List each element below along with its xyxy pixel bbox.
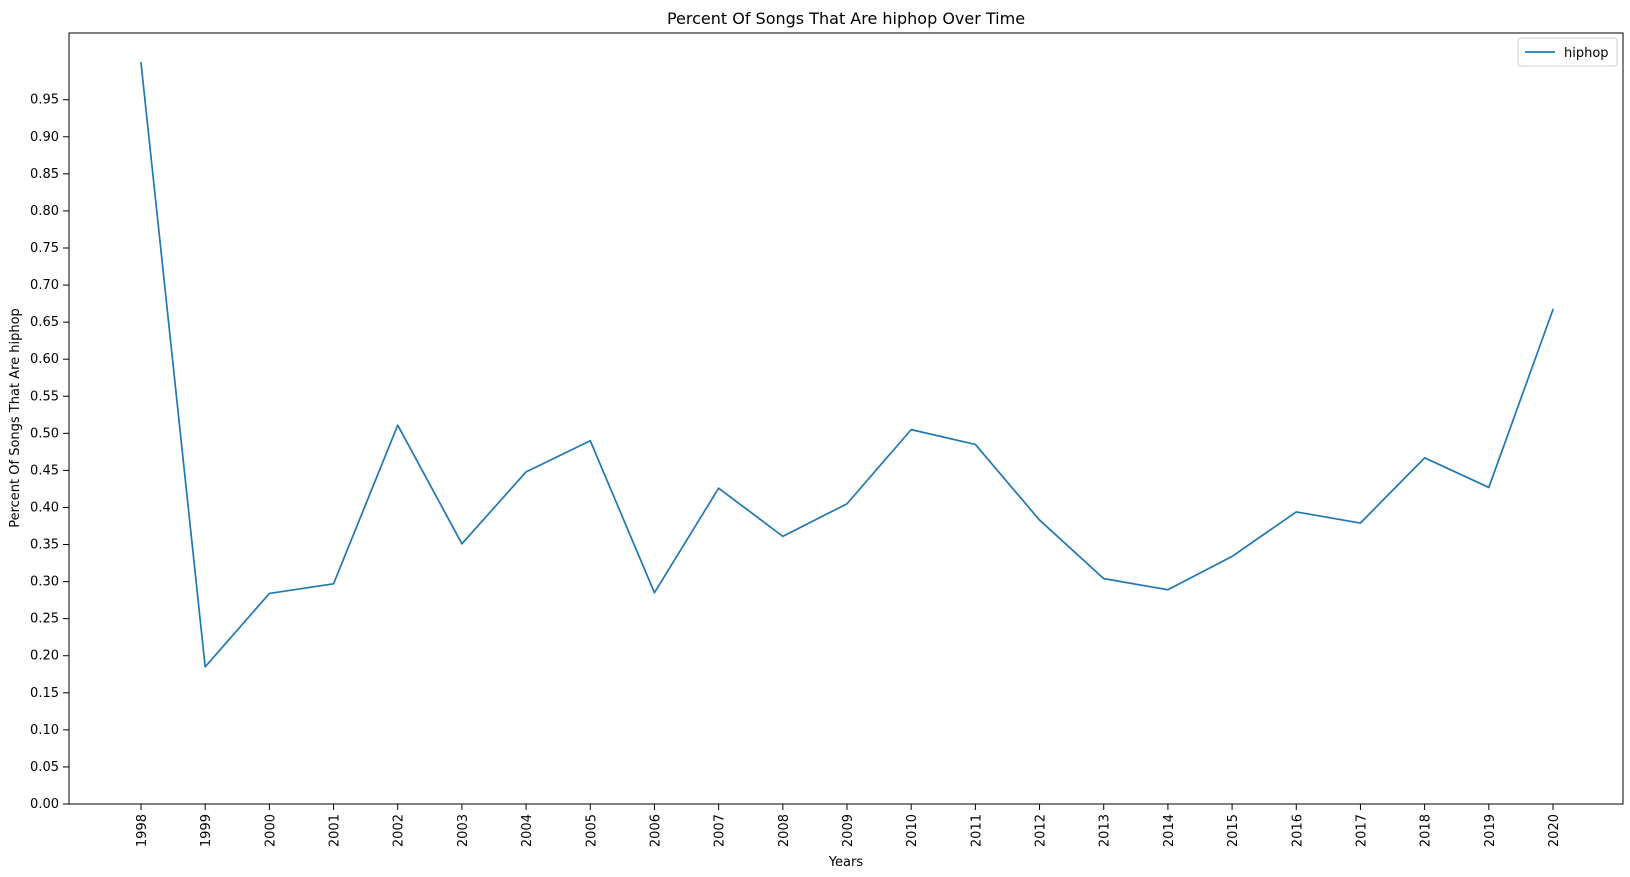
series-layer <box>140 61 1554 668</box>
x-tick-label: 2009 <box>841 814 856 847</box>
y-tick-label: 0.10 <box>30 723 59 738</box>
legend: hiphop <box>1517 37 1618 67</box>
legend-box <box>1517 37 1618 67</box>
y-tick-label: 0.85 <box>30 167 59 182</box>
x-tick-label: 2008 <box>777 814 792 847</box>
x-tick-label: 2006 <box>648 814 663 847</box>
x-tick-label: 2011 <box>969 814 984 847</box>
x-tick-label: 2004 <box>520 814 535 847</box>
y-tick-label: 0.05 <box>30 760 59 775</box>
x-tick-label: 1998 <box>135 814 150 847</box>
x-tick-label: 2017 <box>1354 814 1369 847</box>
y-tick-label: 0.65 <box>30 315 59 330</box>
x-tick-label: 1999 <box>199 814 214 847</box>
y-tick-label: 0.95 <box>30 93 59 108</box>
y-tick-label: 0.15 <box>30 686 59 701</box>
y-tick-label: 0.90 <box>30 130 59 145</box>
x-axis-label: Years <box>828 855 864 870</box>
x-tick-label: 2010 <box>905 814 920 847</box>
y-tick-label: 0.55 <box>30 389 59 404</box>
x-tick-label: 2018 <box>1419 814 1434 847</box>
y-tick-label: 0.70 <box>30 278 59 293</box>
x-tick-label: 2016 <box>1290 814 1305 847</box>
x-tick-label: 2020 <box>1547 814 1562 847</box>
x-tick-label: 2007 <box>713 814 728 847</box>
x-axis: 1998 1999 2000 2001 2002 2003 2004 2005 2006 2007… <box>135 804 1562 847</box>
y-tick-label: 0.60 <box>30 352 59 367</box>
x-tick-label: 2002 <box>392 814 407 847</box>
y-axis-label: Percent Of Songs That Are hiphop <box>8 308 23 528</box>
y-tick-label: 0.75 <box>30 241 59 256</box>
plot-frame <box>68 32 1624 805</box>
y-tick-label: 0.40 <box>30 500 59 515</box>
legend-label-hiphop: hiphop <box>1564 46 1609 61</box>
y-tick-label: 0.00 <box>30 797 59 812</box>
x-tick-label: 2014 <box>1162 814 1177 847</box>
y-axis: 0.00 0.05 0.10 0.15 0.20 0.25 0.30 0.35 0.40 0.45… <box>30 93 69 812</box>
y-tick-label: 0.20 <box>30 649 59 664</box>
y-tick-label: 0.30 <box>30 575 59 590</box>
y-tick-label: 0.45 <box>30 463 59 478</box>
x-tick-label: 2015 <box>1226 814 1241 847</box>
y-tick-label: 0.80 <box>30 204 59 219</box>
y-tick-label: 0.25 <box>30 612 59 627</box>
x-tick-label: 2003 <box>456 814 471 847</box>
x-tick-label: 2000 <box>263 814 278 847</box>
y-tick-label: 0.35 <box>30 538 59 553</box>
x-tick-label: 2005 <box>584 814 599 847</box>
chart-title: Percent Of Songs That Are hiphop Over Ti… <box>667 9 1025 28</box>
x-tick-label: 2013 <box>1098 814 1113 847</box>
series-line-hiphop <box>140 61 1554 668</box>
x-tick-label: 2001 <box>328 814 343 847</box>
x-tick-label: 2019 <box>1483 814 1498 847</box>
y-tick-label: 0.50 <box>30 426 59 441</box>
x-tick-label: 2012 <box>1034 814 1049 847</box>
